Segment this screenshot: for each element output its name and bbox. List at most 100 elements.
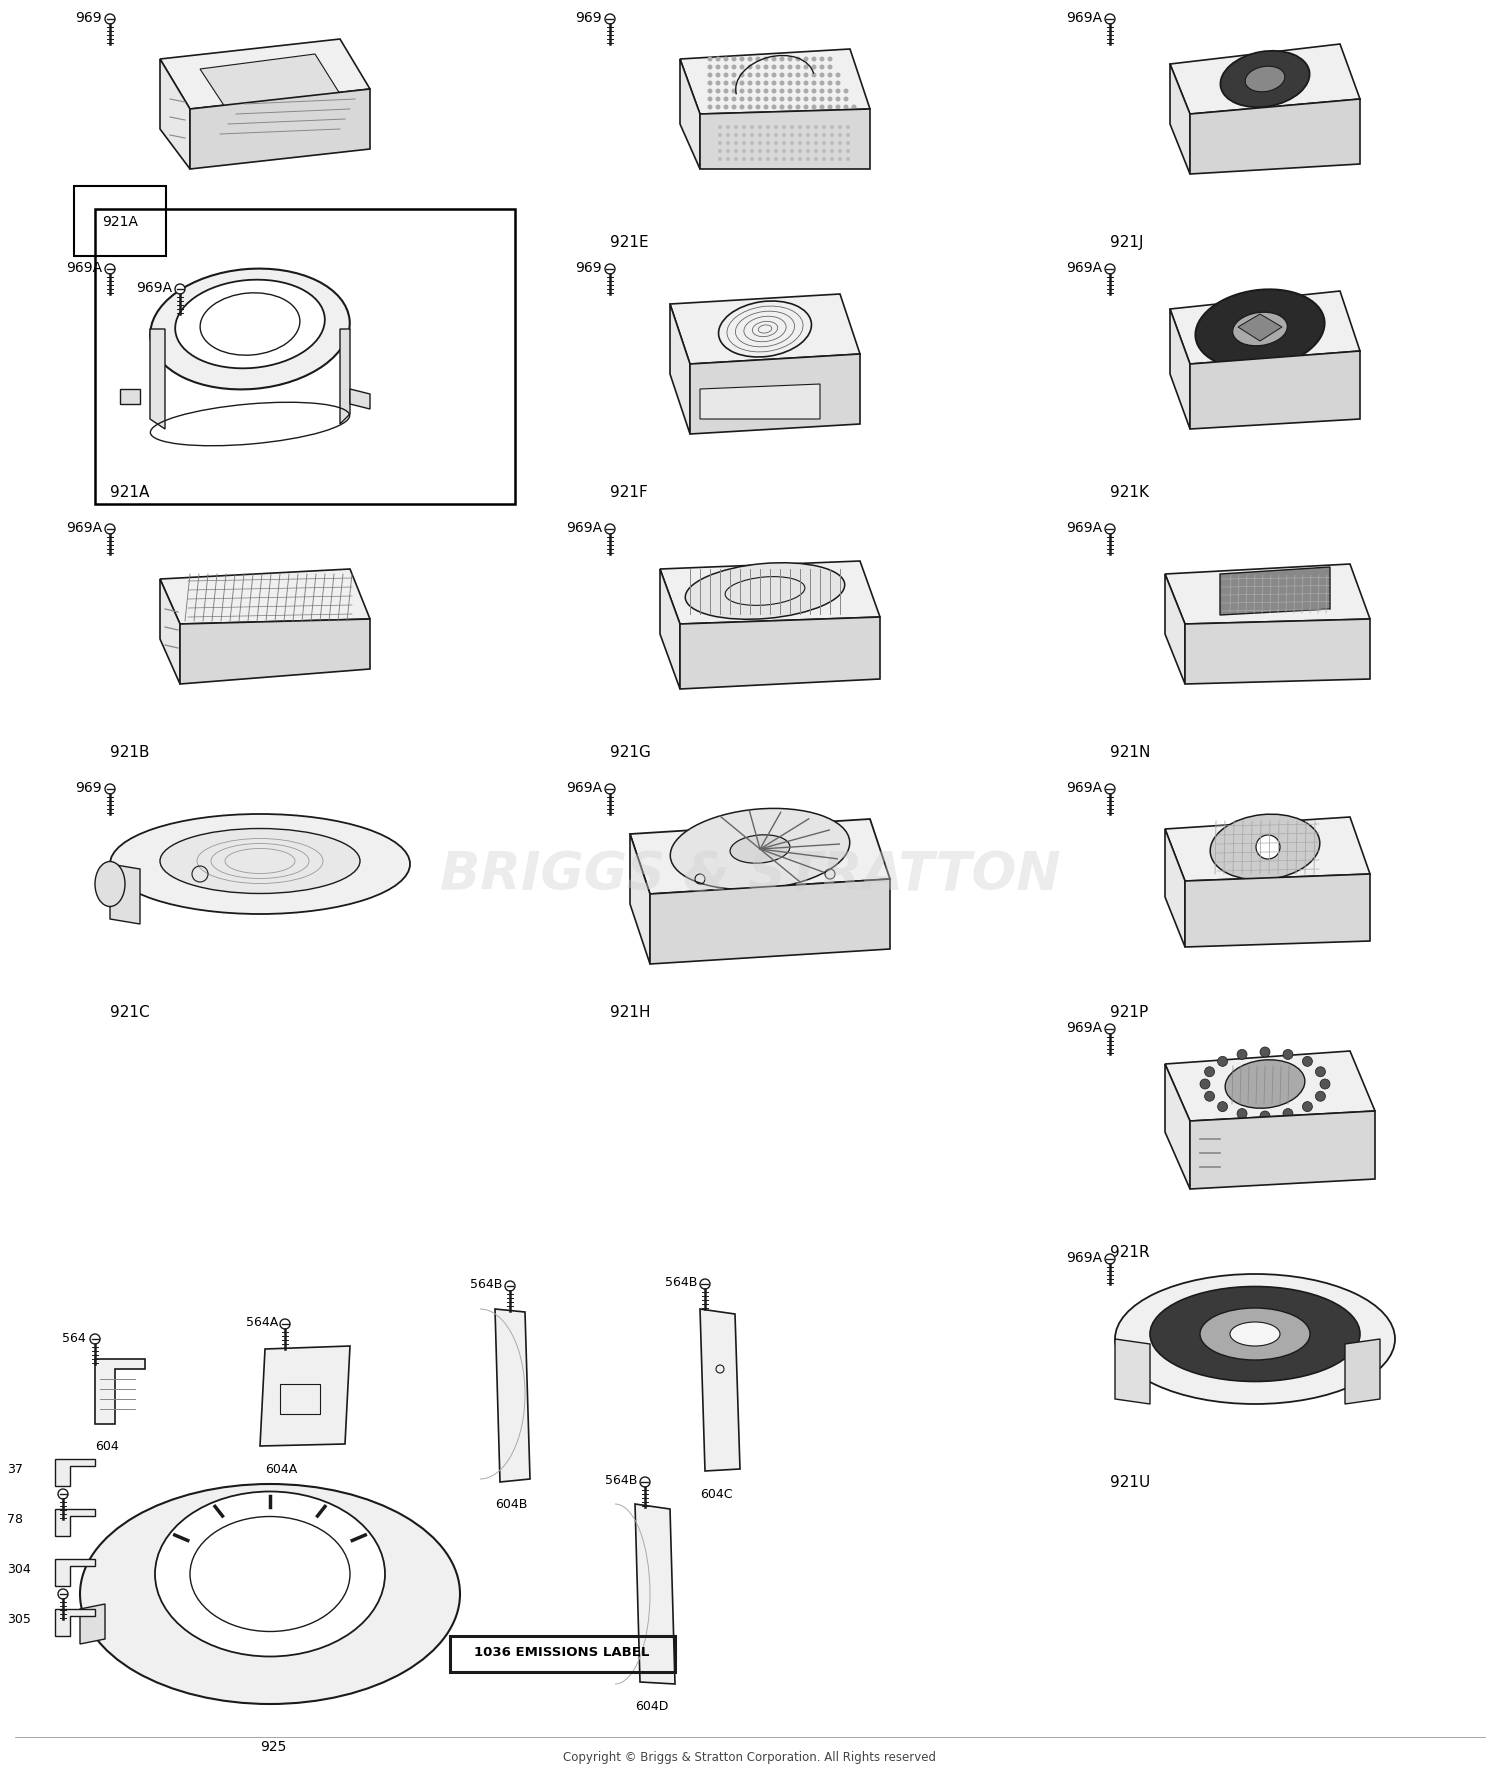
Text: 969A: 969A xyxy=(136,281,172,295)
Ellipse shape xyxy=(1233,313,1287,347)
Circle shape xyxy=(798,134,802,138)
Circle shape xyxy=(718,134,722,138)
Polygon shape xyxy=(1220,567,1330,615)
Circle shape xyxy=(742,134,746,138)
Polygon shape xyxy=(495,1310,530,1481)
Ellipse shape xyxy=(1200,1308,1310,1360)
Circle shape xyxy=(766,157,770,163)
Circle shape xyxy=(828,97,833,102)
Circle shape xyxy=(788,106,792,111)
Circle shape xyxy=(1204,1068,1215,1077)
Circle shape xyxy=(747,89,753,95)
Circle shape xyxy=(716,106,720,111)
Circle shape xyxy=(604,785,615,794)
Circle shape xyxy=(771,66,777,70)
Circle shape xyxy=(828,82,833,86)
Circle shape xyxy=(708,97,712,102)
Ellipse shape xyxy=(730,835,790,864)
Circle shape xyxy=(758,134,762,138)
Circle shape xyxy=(58,1589,68,1599)
Circle shape xyxy=(780,57,784,63)
Circle shape xyxy=(708,66,712,70)
Circle shape xyxy=(766,134,770,138)
Polygon shape xyxy=(56,1560,94,1587)
Text: 564: 564 xyxy=(63,1331,86,1344)
Ellipse shape xyxy=(1210,814,1320,880)
Circle shape xyxy=(771,97,777,102)
Circle shape xyxy=(836,82,840,86)
Circle shape xyxy=(788,73,792,79)
Polygon shape xyxy=(1114,1340,1150,1404)
Polygon shape xyxy=(630,834,650,964)
Circle shape xyxy=(804,73,808,79)
Circle shape xyxy=(806,157,810,163)
Circle shape xyxy=(812,89,816,95)
Polygon shape xyxy=(1346,1340,1380,1404)
Polygon shape xyxy=(94,1360,146,1424)
Circle shape xyxy=(804,66,808,70)
Circle shape xyxy=(1200,1079,1210,1090)
Text: 925: 925 xyxy=(260,1739,286,1753)
Circle shape xyxy=(750,150,754,154)
Circle shape xyxy=(732,106,736,111)
Circle shape xyxy=(716,97,720,102)
Circle shape xyxy=(774,125,778,131)
Polygon shape xyxy=(56,1460,94,1487)
Circle shape xyxy=(766,141,770,147)
Polygon shape xyxy=(700,1310,740,1471)
Circle shape xyxy=(732,82,736,86)
Polygon shape xyxy=(1166,1052,1376,1122)
Circle shape xyxy=(774,141,778,147)
Text: 604: 604 xyxy=(94,1438,118,1453)
Circle shape xyxy=(790,141,794,147)
Circle shape xyxy=(819,82,825,86)
Text: 969A: 969A xyxy=(566,521,602,535)
Circle shape xyxy=(780,66,784,70)
Text: 921C: 921C xyxy=(110,1004,150,1020)
Ellipse shape xyxy=(160,828,360,894)
Text: 921B: 921B xyxy=(110,744,150,760)
Circle shape xyxy=(788,57,792,63)
Text: Copyright © Briggs & Stratton Corporation. All Rights reserved: Copyright © Briggs & Stratton Corporatio… xyxy=(564,1750,936,1764)
Circle shape xyxy=(795,66,801,70)
Circle shape xyxy=(732,57,736,63)
Polygon shape xyxy=(1166,565,1370,624)
Circle shape xyxy=(723,89,729,95)
Circle shape xyxy=(1218,1057,1227,1066)
Circle shape xyxy=(798,150,802,154)
Circle shape xyxy=(839,157,842,163)
Text: 921A: 921A xyxy=(102,215,138,229)
Circle shape xyxy=(822,141,827,147)
Circle shape xyxy=(846,157,850,163)
Circle shape xyxy=(846,134,850,138)
Circle shape xyxy=(790,150,794,154)
Circle shape xyxy=(732,97,736,102)
Polygon shape xyxy=(160,61,190,170)
Circle shape xyxy=(1302,1057,1312,1066)
Circle shape xyxy=(766,150,770,154)
Circle shape xyxy=(740,97,744,102)
Circle shape xyxy=(771,106,777,111)
Circle shape xyxy=(774,157,778,163)
Circle shape xyxy=(846,150,850,154)
Circle shape xyxy=(852,106,856,111)
Circle shape xyxy=(758,157,762,163)
Polygon shape xyxy=(1190,100,1360,175)
Polygon shape xyxy=(1166,574,1185,685)
Text: 921A: 921A xyxy=(110,485,150,499)
Polygon shape xyxy=(680,617,880,689)
Polygon shape xyxy=(160,569,370,624)
Circle shape xyxy=(812,106,816,111)
Text: 921F: 921F xyxy=(610,485,648,499)
Circle shape xyxy=(839,150,842,154)
Circle shape xyxy=(604,14,615,25)
Circle shape xyxy=(756,82,760,86)
Circle shape xyxy=(782,150,786,154)
Circle shape xyxy=(812,57,816,63)
Text: 969: 969 xyxy=(75,11,102,25)
Circle shape xyxy=(176,284,184,295)
Text: 604A: 604A xyxy=(266,1462,297,1476)
Text: 921: 921 xyxy=(110,234,140,250)
Text: 921N: 921N xyxy=(1110,744,1150,760)
Text: 921J: 921J xyxy=(1110,234,1143,250)
